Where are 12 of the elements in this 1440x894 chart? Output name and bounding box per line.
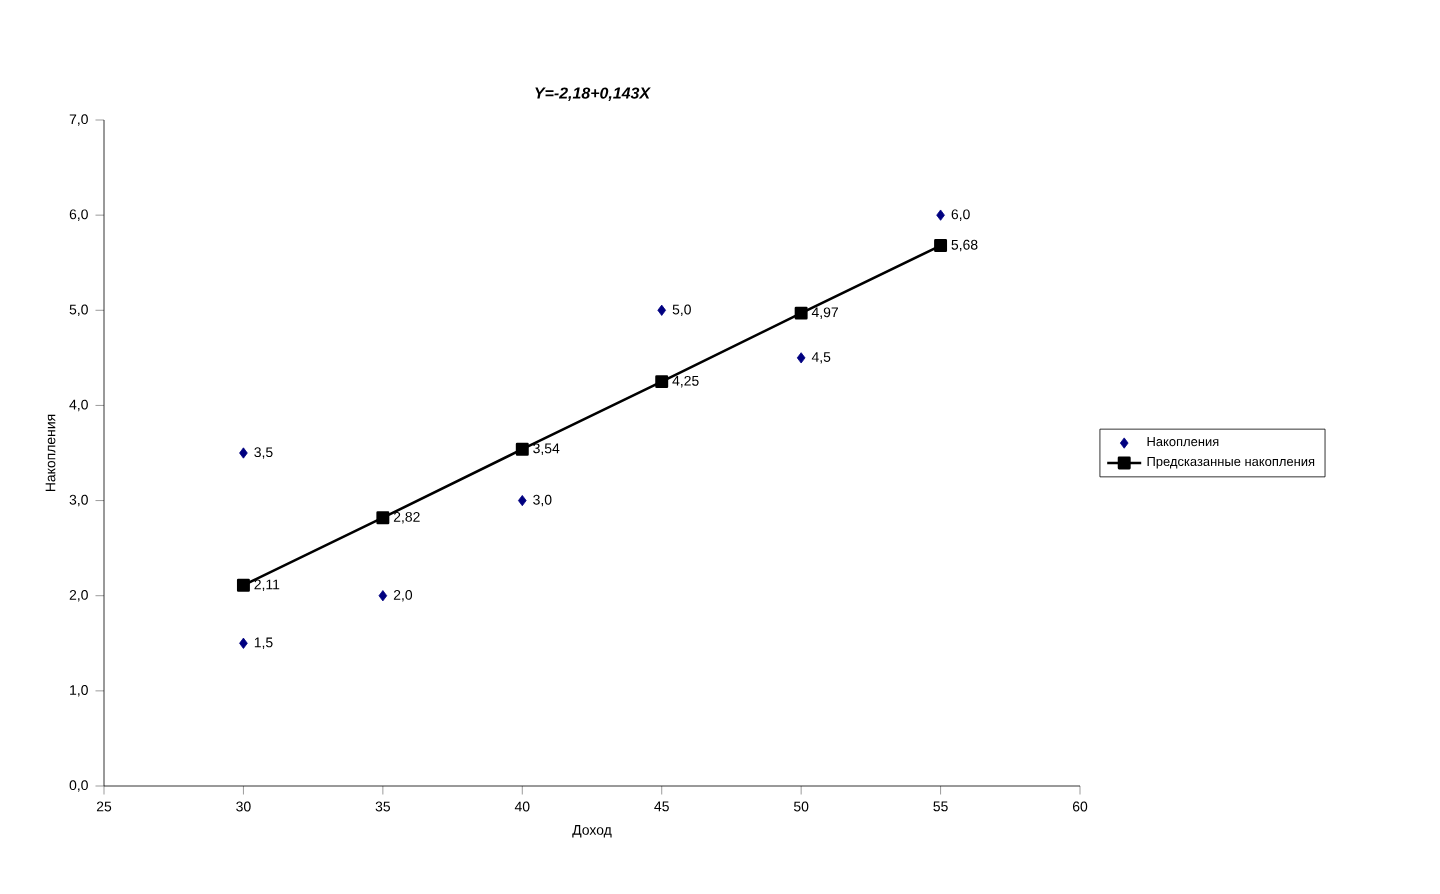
point: [236, 578, 250, 592]
point: [936, 209, 945, 221]
point: [239, 447, 248, 459]
point: [655, 375, 669, 389]
point: [796, 352, 806, 364]
point: [376, 511, 390, 525]
point: [657, 304, 666, 316]
point: [239, 637, 248, 649]
point: [794, 306, 808, 320]
point: [934, 239, 948, 253]
point: [515, 442, 529, 456]
point: [378, 590, 388, 602]
